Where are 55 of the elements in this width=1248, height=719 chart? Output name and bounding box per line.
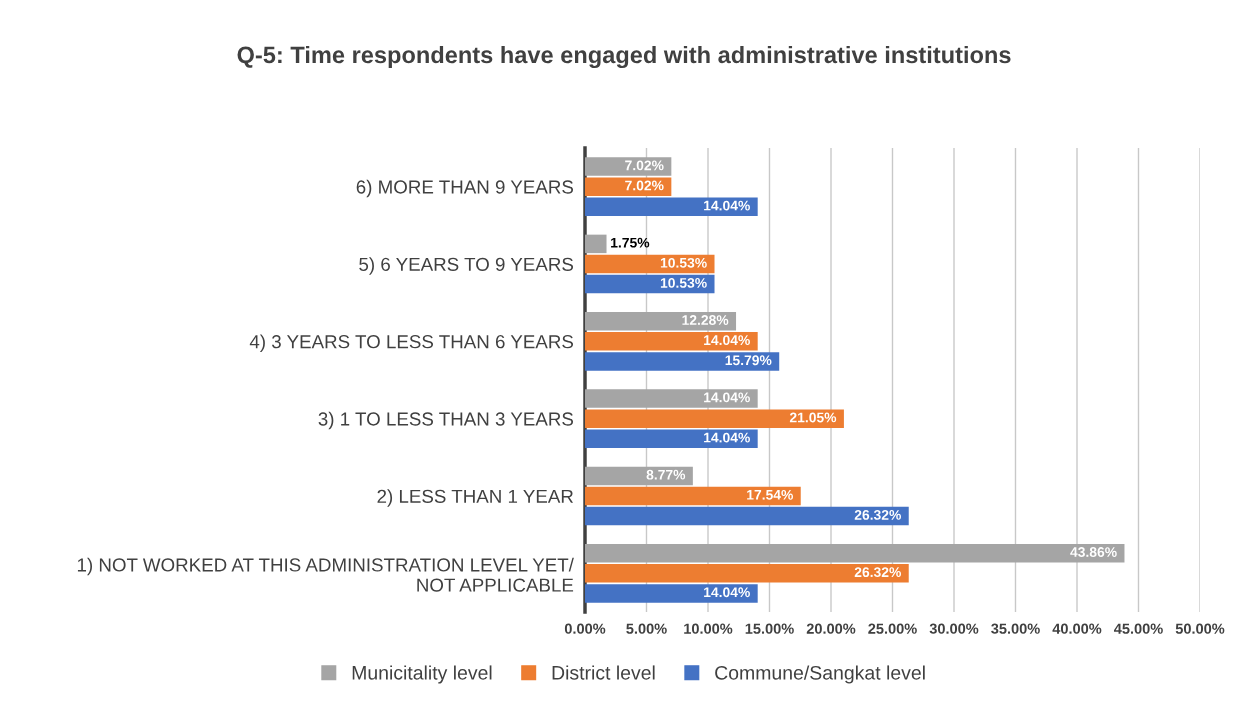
data-label: 43.86% <box>1070 547 1117 557</box>
y-tick-label: 4) 3 YEARS TO LESS THAN 6 YEARS <box>249 334 574 353</box>
data-label: 10.53% <box>660 257 707 268</box>
bar <box>585 486 801 506</box>
data-label: 14.04% <box>704 392 750 403</box>
bar <box>585 409 844 428</box>
bar <box>585 506 909 526</box>
bar <box>585 197 758 217</box>
x-tick-label: 15.00% <box>745 623 794 634</box>
data-label: 21.05% <box>789 412 837 423</box>
x-tick-label: 35.00% <box>991 623 1040 634</box>
y-tick-label: 5) 6 YEARS TO 9 YEARS <box>359 257 574 275</box>
data-label: 1.75% <box>611 237 650 248</box>
legend-label: Commune/Sangkat level <box>715 665 925 684</box>
x-tick-label: 30.00% <box>929 623 979 634</box>
bar <box>585 429 758 449</box>
data-label: 8.77% <box>646 469 686 480</box>
x-tick-label: 25.00% <box>868 623 917 634</box>
bar <box>585 157 672 176</box>
data-label: 17.54% <box>747 489 793 500</box>
bar <box>585 332 758 351</box>
x-tick-label: 45.00% <box>1113 623 1163 634</box>
x-tick-label: 50.00% <box>1175 623 1225 634</box>
bar <box>585 352 780 371</box>
chart-title: Q-5: Time respondents have engaged with administrative institutions <box>237 45 1011 69</box>
x-tick-label: 40.00% <box>1052 623 1102 634</box>
data-label: 26.32% <box>854 510 901 520</box>
bar <box>585 466 693 486</box>
bar <box>585 564 909 583</box>
data-label: 14.04% <box>704 587 750 598</box>
legend-label: District level <box>552 665 655 680</box>
legend-label: Municitality level <box>352 665 492 684</box>
bar <box>585 234 607 254</box>
y-tick-label: 6) MORE THAN 9 YEARS <box>356 179 574 198</box>
bar <box>585 584 758 603</box>
data-label: 14.04% <box>704 335 750 346</box>
x-tick-label: 10.00% <box>684 623 733 634</box>
data-label: 14.04% <box>704 432 750 443</box>
y-tick-label: 3) 1 TO LESS THAN 3 YEARS <box>318 411 574 430</box>
x-tick-label: 5.00% <box>626 623 667 634</box>
data-label: 7.02% <box>625 160 664 171</box>
data-label: 14.04% <box>704 200 750 211</box>
data-label: 15.79% <box>725 355 772 366</box>
data-label: 26.32% <box>854 567 901 578</box>
data-label: 10.53% <box>660 278 707 288</box>
bar <box>585 177 672 196</box>
bar <box>585 311 737 331</box>
y-tick-label: 1) NOT WORKED AT THIS ADMINISTRATION LEVEL YET/ NOT APPLICABLE <box>77 557 574 592</box>
x-tick-label: 0.00% <box>564 623 606 634</box>
data-label: 12.28% <box>682 315 729 325</box>
bar <box>585 543 1125 563</box>
y-tick-label: 2) LESS THAN 1 YEAR <box>377 489 574 507</box>
x-tick-label: 20.00% <box>806 623 856 634</box>
bar <box>585 389 758 408</box>
data-label: 7.02% <box>625 180 664 191</box>
